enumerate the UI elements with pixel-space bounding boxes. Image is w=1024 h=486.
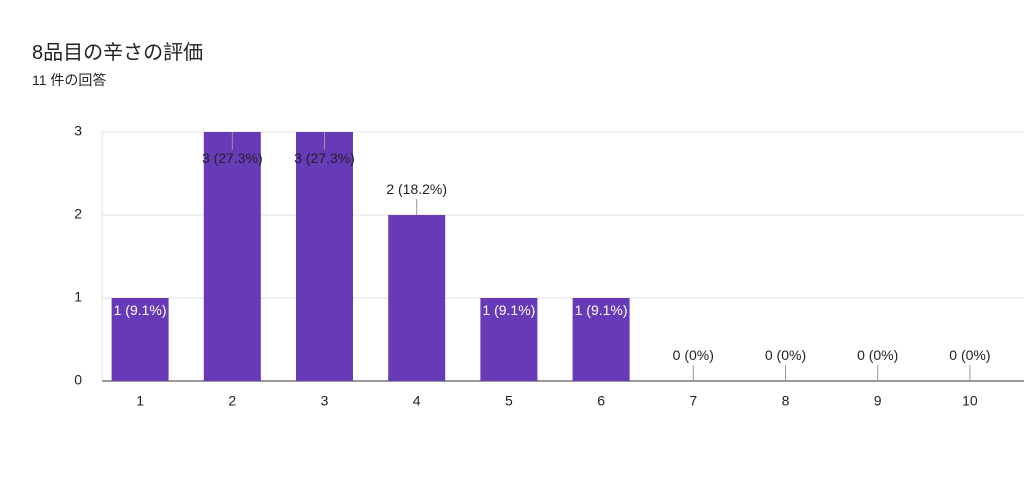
y-tick-label: 2 <box>74 206 82 222</box>
chart-subtitle: 11 件の回答 <box>32 72 107 88</box>
x-tick-label: 10 <box>962 393 978 409</box>
y-tick-label: 1 <box>74 289 82 305</box>
value-label: 1 (9.1%) <box>482 302 536 318</box>
x-tick-label: 5 <box>505 393 513 409</box>
x-tick-label: 2 <box>228 393 236 409</box>
bar <box>388 215 446 381</box>
bar <box>572 298 630 381</box>
value-label: 0 (0%) <box>949 347 991 363</box>
value-label: 3 (27.3%) <box>294 150 355 166</box>
x-tick-label: 3 <box>321 393 329 409</box>
x-tick-label: 4 <box>413 393 421 409</box>
bar <box>111 298 169 381</box>
x-tick-label: 8 <box>782 393 790 409</box>
value-label: 0 (0%) <box>857 347 899 363</box>
value-label: 2 (18.2%) <box>386 181 448 197</box>
bar <box>296 132 353 381</box>
value-label: 1 (9.1%) <box>574 302 628 318</box>
x-tick-label: 7 <box>689 393 697 409</box>
bar <box>480 298 538 381</box>
y-tick-label: 3 <box>74 123 82 139</box>
chart-title: 8品目の辛さの評価 <box>32 42 204 64</box>
value-label: 0 (0%) <box>764 347 807 363</box>
value-label: 3 (27.3%) <box>201 150 263 166</box>
x-tick-label: 1 <box>136 393 144 409</box>
value-label: 1 (9.1%) <box>113 302 167 318</box>
bar <box>203 132 261 381</box>
value-label: 0 (0%) <box>672 347 714 363</box>
y-tick-label: 0 <box>74 372 82 388</box>
x-tick-label: 6 <box>597 393 605 409</box>
x-tick-label: 9 <box>874 393 882 409</box>
